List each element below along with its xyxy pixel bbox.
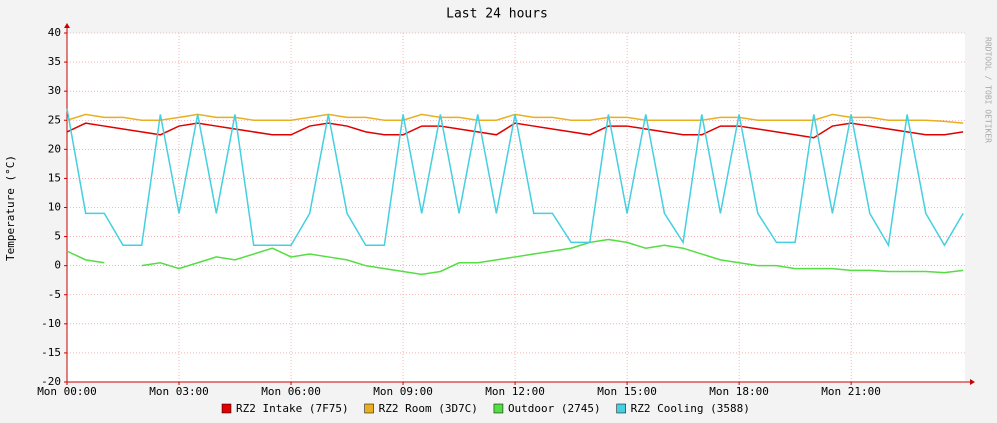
legend-swatch (221, 403, 232, 414)
y-tick-label: 15 (48, 171, 61, 184)
legend-swatch (364, 403, 374, 414)
x-tick-label: Mon 18:00 (709, 385, 769, 398)
x-arrow (970, 379, 975, 385)
plot-area (67, 33, 965, 382)
legend-swatch (493, 403, 504, 414)
y-tick-label: 0 (54, 259, 61, 272)
y-tick-label: 30 (48, 84, 61, 97)
x-tick-label: Mon 06:00 (261, 385, 321, 398)
x-tick-label: Mon 03:00 (149, 385, 209, 398)
y-tick-label: 10 (48, 201, 61, 214)
x-tick-label: Mon 09:00 (373, 385, 433, 398)
legend-label: Outdoor (2745) (508, 402, 601, 415)
y-tick-label: -20 (41, 375, 61, 388)
y-tick-label: -15 (41, 346, 61, 359)
y-axis-label: Temperature (°C) (4, 155, 17, 261)
legend-label: RZ2 Cooling (3588) (631, 402, 750, 415)
series-line (66, 122, 964, 139)
y-tick-label: 40 (48, 26, 61, 39)
y-arrow (64, 23, 70, 28)
legend-swatch (616, 403, 626, 414)
y-tick-label: 20 (48, 142, 61, 155)
y-tick-label: 25 (48, 113, 61, 126)
chart-title: Last 24 hours (446, 7, 548, 22)
watermark: RRDTOOL / TOBI OETIKER (984, 37, 993, 143)
x-tick-label: Mon 21:00 (821, 385, 881, 398)
x-tick-label: Mon 12:00 (485, 385, 545, 398)
y-tick-label: 35 (48, 55, 61, 68)
legend-label: RZ2 Room (3D7C) (379, 402, 478, 415)
y-tick-label: -10 (41, 317, 61, 330)
series-line (66, 238, 964, 276)
y-tick-label: 5 (54, 230, 61, 243)
x-tick-label: Mon 15:00 (597, 385, 657, 398)
series-line (66, 108, 964, 248)
legend-label: RZ2 Intake (7F75) (236, 402, 349, 415)
x-tick-label: Mon 00:00 (37, 385, 97, 398)
y-tick-label: -5 (48, 288, 61, 301)
